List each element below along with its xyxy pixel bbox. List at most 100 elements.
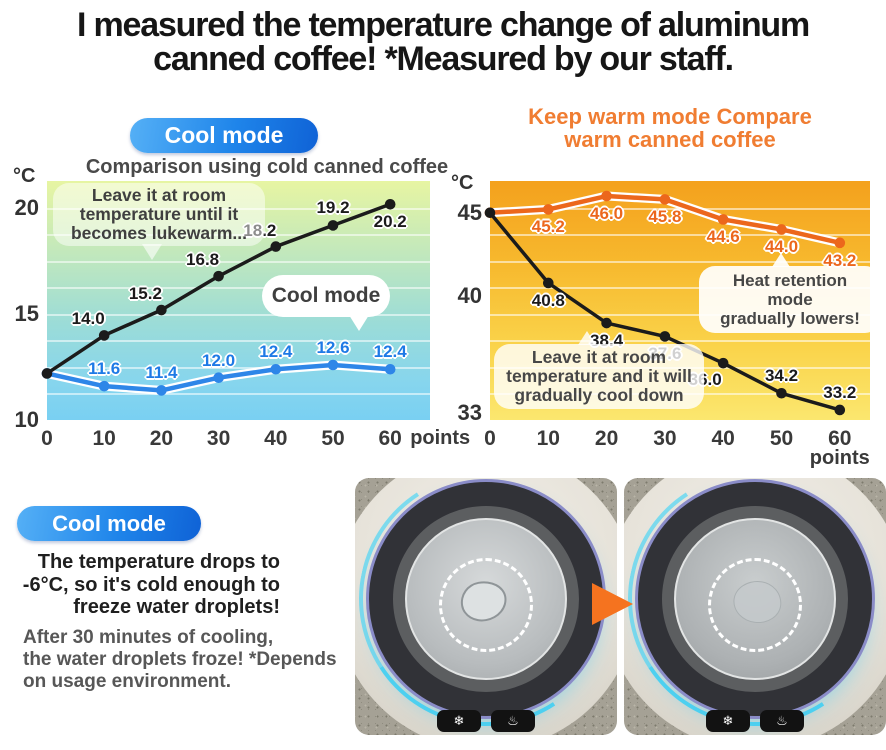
room-temperature-point [717, 357, 729, 369]
y-axis-tick: 10 [14, 407, 39, 432]
room-temperature-point [384, 198, 396, 210]
freeze-headline: The temperature drops to -6°C, so it's c… [22, 551, 280, 618]
cool-mode-point [327, 359, 339, 371]
y-axis-tick: 20 [14, 195, 39, 221]
page-title: I measured the temperature change of alu… [0, 8, 886, 76]
x-axis-tick: 30 [206, 427, 231, 450]
cool-mode-badge-bottom: Cool mode [17, 506, 201, 541]
cool-mode-label: 12.4 [259, 342, 293, 362]
cool-button: ❄ [437, 710, 481, 732]
cool-chart-subtitle: Comparison using cold canned coffee [85, 156, 449, 178]
room-temperature-label: 19.2 [316, 198, 350, 218]
keep-warm-mode-point [776, 224, 787, 235]
y-axis-tick: 15 [14, 301, 39, 327]
heat-icon: ♨ [507, 713, 519, 728]
cool-mode-label: 12.6 [316, 338, 350, 357]
x-axis-tick: 60 [828, 427, 852, 450]
page-title-line1: I measured the temperature change of alu… [77, 6, 810, 44]
room-temperature-point [156, 304, 167, 316]
y-axis-tick: 33 [457, 400, 482, 426]
cool-mode-chart-svg [41, 198, 396, 396]
photo-before-freezing: ❄ ♨ [355, 478, 617, 735]
heat-retention-bubble: Heat retention mode gradually lowers! [699, 253, 881, 333]
cool-button: ❄ [706, 710, 750, 732]
gridline [47, 366, 430, 369]
keep-warm-mode-point [717, 214, 729, 225]
room-temperature-point [776, 387, 787, 399]
room-temperature-point [659, 331, 671, 342]
y-axis-tick: 45 [457, 199, 482, 225]
room-temperature-point [98, 330, 110, 341]
cooler-device [355, 478, 617, 735]
x-axis-tick: 50 [769, 427, 794, 450]
gridline [47, 393, 430, 396]
keep-warm-mode-label: 44.6 [706, 227, 740, 247]
cooler-device [624, 478, 886, 735]
room-temperature-point [543, 277, 554, 289]
cool-mode-label: 11.6 [88, 359, 121, 379]
gridline [490, 313, 870, 316]
gridline [47, 260, 430, 263]
room-temperature-point [327, 220, 339, 231]
x-axis-tick: 10 [92, 427, 116, 450]
room-temperature-point [601, 317, 612, 329]
cool-chart-unit: °C [13, 165, 36, 187]
bubble-tail [771, 253, 790, 267]
x-axis-unit: points [410, 427, 471, 449]
arrow-right-icon [592, 583, 633, 625]
x-axis-tick: 20 [594, 427, 619, 450]
y-axis-tick: 40 [457, 283, 482, 309]
keep-warm-mode-label: 45.2 [531, 217, 565, 237]
x-axis-tick: 10 [536, 427, 560, 450]
room-temperature-label: 40.8 [531, 290, 565, 310]
gridline [47, 340, 430, 343]
keep-warm-mode-label: 45.8 [648, 207, 682, 227]
gridline [490, 340, 870, 343]
device-buttons: ❄ ♨ [624, 710, 886, 732]
keep-warm-mode-point [601, 190, 612, 202]
page-title-line2: canned coffee! *Measured by our staff. [153, 40, 734, 78]
keep-warm-mode-point [659, 194, 671, 205]
keep-warm-mode-label: 46.0 [590, 204, 624, 224]
heat-button: ♨ [760, 710, 804, 732]
x-axis-tick: 0 [41, 427, 53, 450]
x-axis-tick: 40 [711, 427, 735, 450]
keep-warm-mode-point [834, 237, 846, 249]
cooling-note: After 30 minutes of cooling, the water d… [23, 627, 337, 692]
room-temperature-label: 20.2 [373, 212, 407, 232]
bubble-tail [142, 244, 163, 260]
lukewarm-note-bubble: Leave it at room temperature until it be… [53, 183, 265, 260]
room-temperature-point [484, 207, 496, 219]
keep-warm-mode-point [543, 204, 554, 215]
x-axis-tick: 30 [653, 427, 677, 450]
x-axis-tick: 50 [321, 427, 345, 450]
snowflake-icon: ❄ [453, 713, 465, 728]
keep-warm-chart-svg [484, 190, 846, 416]
warm-chart-unit: °C [451, 172, 474, 194]
room-temperature-label: 15.2 [128, 284, 162, 304]
gridline [47, 313, 430, 316]
room-temperature-label: 34.2 [764, 366, 799, 386]
gridline [490, 287, 870, 290]
bubble-tail [349, 315, 370, 331]
room-temperature-label: 14.0 [71, 309, 105, 329]
room-temperature-label: 16.8 [186, 250, 220, 270]
cool-mode-badge: Cool mode [130, 118, 318, 153]
x-axis-unit: points [809, 447, 870, 469]
x-axis-tick: 60 [378, 427, 402, 450]
heat-icon: ♨ [776, 713, 788, 728]
gridline [47, 287, 430, 290]
room-temperature-point [834, 404, 846, 416]
cool-mode-point [270, 363, 282, 375]
gridline [490, 234, 870, 237]
gridline [490, 260, 870, 263]
photo-after-freezing: ❄ ♨ [624, 478, 886, 735]
x-axis-tick: 0 [484, 427, 496, 450]
x-axis-tick: 20 [149, 427, 174, 450]
cool-mode-point [98, 380, 110, 392]
keep-warm-mode-label: 44.0 [764, 237, 799, 257]
x-axis-tick: 40 [264, 427, 288, 450]
cool-mode-bubble: Cool mode [262, 275, 390, 331]
snowflake-icon: ❄ [722, 713, 734, 728]
